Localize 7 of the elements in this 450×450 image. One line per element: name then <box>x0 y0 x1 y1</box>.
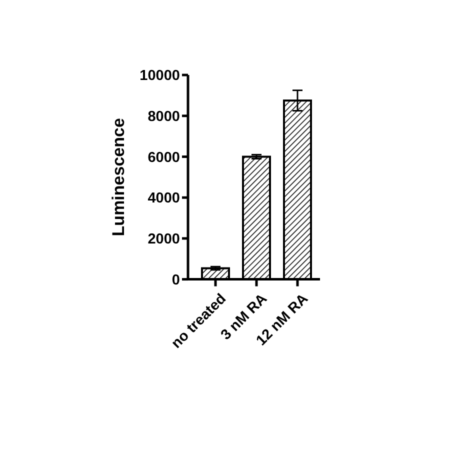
y-tick-label: 8000 <box>148 108 180 125</box>
y-tick-label: 4000 <box>148 190 180 207</box>
y-tick-label: 10000 <box>140 68 180 84</box>
y-tick-label: 0 <box>172 272 180 288</box>
y-tick-label: 6000 <box>148 150 180 166</box>
y-tick-label: 2000 <box>148 232 180 248</box>
y-axis-title: Luminescence <box>109 118 128 236</box>
